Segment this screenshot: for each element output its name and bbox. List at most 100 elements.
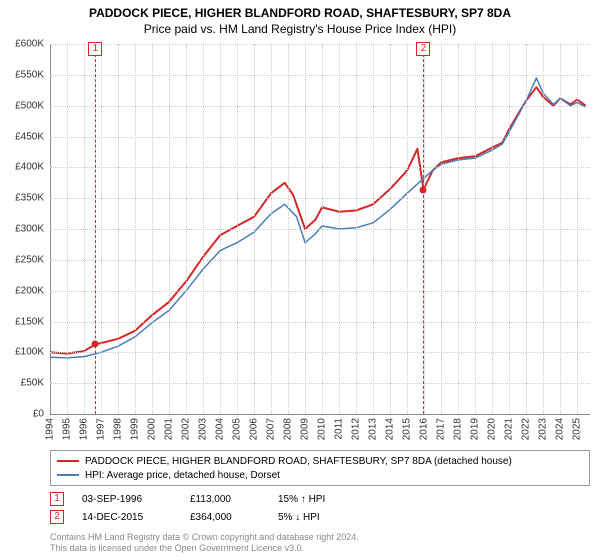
y-axis-label: £600K [0, 39, 44, 50]
gridline-v [84, 44, 85, 414]
legend-swatch [57, 460, 79, 462]
plot-area: £0£50K£100K£150K£200K£250K£300K£350K£400… [50, 44, 590, 414]
sale-row: 214-DEC-2015£364,0005% ↓ HPI [50, 508, 590, 526]
legend-box: PADDOCK PIECE, HIGHER BLANDFORD ROAD, SH… [50, 450, 590, 486]
sale-row-hpi: 15% ↑ HPI [278, 494, 368, 505]
y-axis-label: £200K [0, 285, 44, 296]
gridline-v [577, 44, 578, 414]
x-axis-label: 1998 [113, 418, 124, 440]
x-axis-label: 2019 [470, 418, 481, 440]
series-line [50, 78, 586, 358]
y-axis-label: £300K [0, 224, 44, 235]
x-axis-label: 2018 [453, 418, 464, 440]
gridline-v [271, 44, 272, 414]
sale-row-number: 1 [50, 492, 64, 506]
chart-title-line1: PADDOCK PIECE, HIGHER BLANDFORD ROAD, SH… [0, 0, 600, 20]
x-axis-label: 2008 [283, 418, 294, 440]
gridline-v [407, 44, 408, 414]
sale-row-hpi: 5% ↓ HPI [278, 512, 368, 523]
gridline-v [458, 44, 459, 414]
sale-marker-dot [420, 186, 427, 193]
chart-title-line2: Price paid vs. HM Land Registry's House … [0, 20, 600, 36]
legend-row: HPI: Average price, detached house, Dors… [57, 468, 583, 482]
x-axis-label: 2003 [198, 418, 209, 440]
x-axis-label: 2022 [521, 418, 532, 440]
y-axis-label: £100K [0, 347, 44, 358]
gridline-v [560, 44, 561, 414]
footnote-line1: Contains HM Land Registry data © Crown c… [50, 532, 590, 543]
x-axis-label: 2016 [419, 418, 430, 440]
gridline-v [526, 44, 527, 414]
y-axis-label: £50K [0, 378, 44, 389]
x-axis-line [50, 414, 590, 415]
x-axis-label: 2007 [266, 418, 277, 440]
sale-row-date: 03-SEP-1996 [82, 494, 172, 505]
y-axis-label: £0 [0, 409, 44, 420]
footnote-line2: This data is licensed under the Open Gov… [50, 543, 590, 554]
x-axis-label: 2002 [181, 418, 192, 440]
y-axis-label: £150K [0, 316, 44, 327]
legend-row: PADDOCK PIECE, HIGHER BLANDFORD ROAD, SH… [57, 454, 583, 468]
x-axis-label: 2023 [538, 418, 549, 440]
gridline-v [356, 44, 357, 414]
y-axis-label: £400K [0, 162, 44, 173]
sale-marker-box: 2 [416, 42, 430, 56]
y-axis-label: £450K [0, 131, 44, 142]
legend-swatch [57, 474, 79, 476]
gridline-v [441, 44, 442, 414]
gridline-v [339, 44, 340, 414]
legend-label: HPI: Average price, detached house, Dors… [85, 470, 280, 481]
footnote: Contains HM Land Registry data © Crown c… [50, 532, 590, 554]
y-axis-label: £500K [0, 100, 44, 111]
sale-marker-dot [92, 341, 99, 348]
x-axis-label: 2011 [334, 418, 345, 440]
sale-row: 1 03-SEP-1996 £113,000 15% ↑ HPI [50, 490, 590, 508]
x-axis-label: 2010 [317, 418, 328, 440]
gridline-v [509, 44, 510, 414]
sale-row-price: £364,000 [190, 512, 260, 523]
sale-marker-line [95, 44, 96, 414]
x-axis-label: 1994 [45, 418, 56, 440]
series-line [50, 87, 586, 353]
gridline-v [305, 44, 306, 414]
gridline-v [203, 44, 204, 414]
x-axis-label: 2009 [300, 418, 311, 440]
x-axis-label: 2004 [215, 418, 226, 440]
gridline-v [322, 44, 323, 414]
y-axis-label: £550K [0, 69, 44, 80]
x-axis-label: 2005 [232, 418, 243, 440]
y-axis-label: £350K [0, 193, 44, 204]
gridline-v [373, 44, 374, 414]
x-axis-label: 2013 [368, 418, 379, 440]
sale-row-price: £113,000 [190, 494, 260, 505]
sales-list: 103-SEP-1996£113,00015% ↑ HPI214-DEC-201… [50, 490, 590, 526]
x-axis-label: 2015 [402, 418, 413, 440]
x-axis-label: 2017 [436, 418, 447, 440]
gridline-v [254, 44, 255, 414]
gridline-v [101, 44, 102, 414]
gridline-v [67, 44, 68, 414]
x-axis-label: 2000 [147, 418, 158, 440]
gridline-v [152, 44, 153, 414]
gridline-v [186, 44, 187, 414]
gridline-v [288, 44, 289, 414]
x-axis-label: 1999 [130, 418, 141, 440]
x-axis-label: 2012 [351, 418, 362, 440]
gridline-v [135, 44, 136, 414]
x-axis-label: 2025 [572, 418, 583, 440]
gridline-v [169, 44, 170, 414]
gridline-v [390, 44, 391, 414]
sale-marker-box: 1 [88, 42, 102, 56]
x-axis-label: 2021 [504, 418, 515, 440]
gridline-v [220, 44, 221, 414]
gridline-v [492, 44, 493, 414]
x-axis-label: 2014 [385, 418, 396, 440]
gridline-v [543, 44, 544, 414]
x-axis-label: 1996 [79, 418, 90, 440]
sale-marker-line [423, 44, 424, 414]
x-axis-label: 2024 [555, 418, 566, 440]
x-axis-label: 1995 [62, 418, 73, 440]
gridline-v [475, 44, 476, 414]
gridline-v [118, 44, 119, 414]
x-axis-label: 2001 [164, 418, 175, 440]
